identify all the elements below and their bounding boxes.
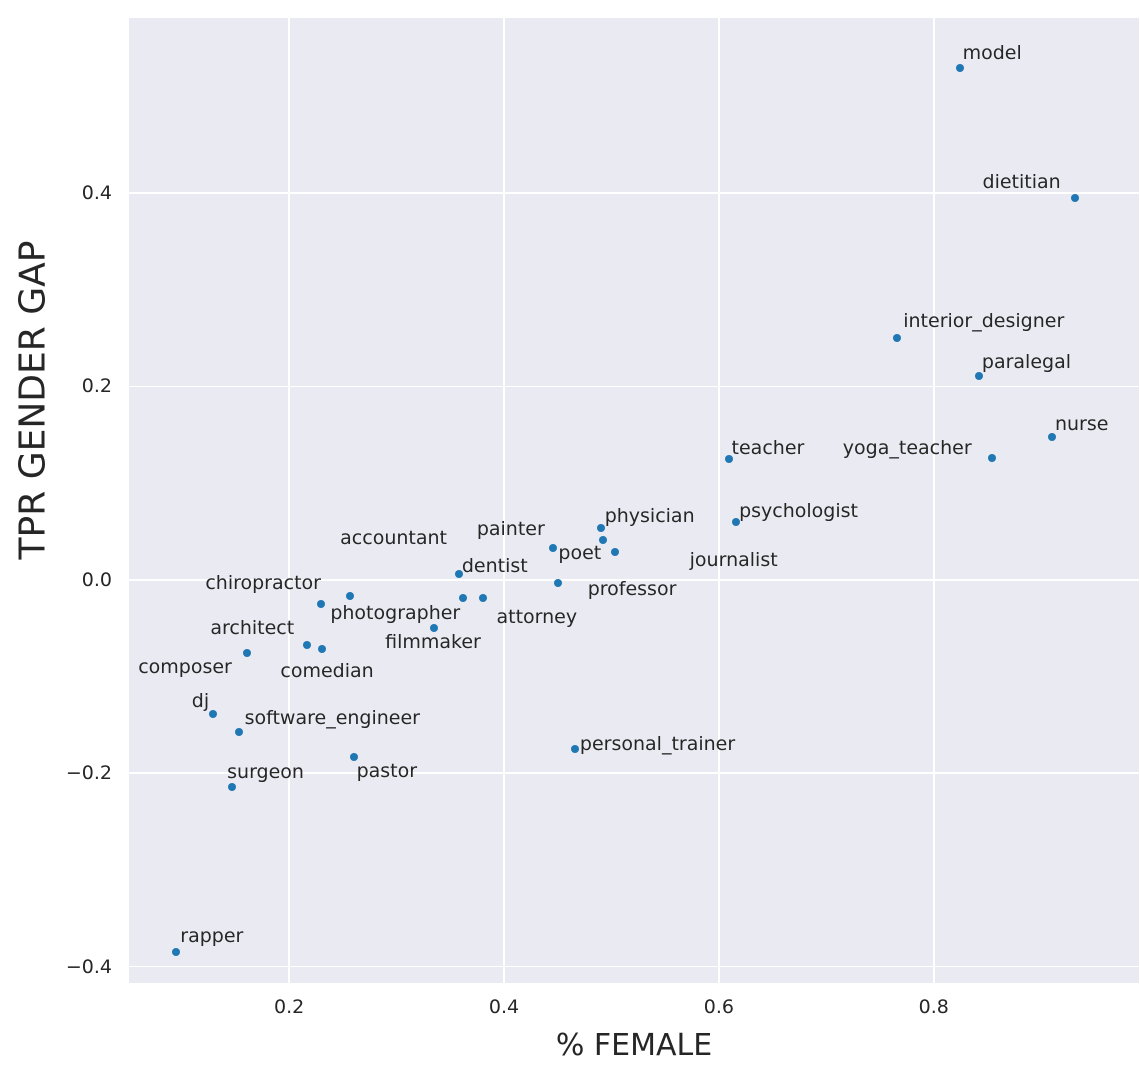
point-label: teacher [731, 436, 805, 459]
x-tick-label: 0.8 [918, 996, 949, 1018]
y-gridline [129, 772, 1139, 774]
data-point [1047, 432, 1056, 441]
data-point [987, 453, 996, 462]
point-label: yoga_teacher [842, 436, 972, 459]
point-label: journalist [689, 548, 778, 571]
data-point [303, 640, 312, 649]
data-point [596, 523, 605, 532]
data-point [732, 517, 741, 526]
point-label: paralegal [981, 350, 1071, 373]
data-point [459, 594, 468, 603]
data-point [349, 752, 358, 761]
point-label: interior_designer [903, 310, 1065, 333]
point-label: dietitian [982, 170, 1061, 193]
point-label: accountant [340, 527, 447, 550]
x-axis-label: % FEMALE [555, 1028, 713, 1063]
point-label: model [962, 42, 1022, 65]
data-point [454, 569, 463, 578]
y-gridline [129, 579, 1139, 581]
point-label: comedian [280, 660, 374, 683]
data-point [893, 334, 902, 343]
y-axis-label: TPR GENDER GAP [12, 240, 54, 560]
point-label: software_engineer [244, 706, 420, 729]
data-point [553, 578, 562, 587]
point-label: filmmaker [385, 631, 481, 654]
y-tick-label: −0.4 [65, 955, 112, 978]
data-point [610, 547, 619, 556]
point-label: dentist [461, 554, 528, 577]
point-label: photographer [330, 601, 461, 624]
point-label: chiropractor [205, 572, 321, 595]
y-gridline [129, 192, 1139, 194]
x-gridline [503, 18, 505, 983]
data-point [724, 454, 733, 463]
point-label: professor [587, 577, 677, 600]
point-label: psychologist [739, 499, 858, 522]
point-label: surgeon [227, 760, 304, 783]
data-point [974, 371, 983, 380]
point-label: dj [191, 690, 210, 713]
data-point [318, 645, 327, 654]
data-point [955, 64, 964, 73]
x-gridline [933, 18, 935, 983]
data-point [228, 782, 237, 791]
x-tick-label: 0.6 [703, 996, 734, 1018]
data-point [598, 536, 607, 545]
plot-area [129, 18, 1139, 983]
data-point [549, 543, 558, 552]
point-label: architect [210, 616, 295, 639]
y-tick-label: 0.0 [81, 568, 112, 591]
data-point [243, 649, 252, 658]
y-gridline [129, 965, 1139, 968]
point-label: rapper [180, 925, 244, 948]
point-label: poet [558, 541, 602, 564]
data-point [346, 592, 355, 601]
point-label: physician [604, 504, 695, 527]
point-label: attorney [496, 606, 578, 629]
data-point [1070, 193, 1079, 202]
data-point [478, 594, 487, 603]
data-point [430, 624, 439, 633]
data-point [172, 948, 181, 957]
point-label: composer [138, 656, 232, 679]
y-gridline [129, 385, 1139, 388]
y-tick-label: 0.4 [81, 182, 112, 204]
y-tick-label: −0.2 [65, 762, 112, 785]
data-point [570, 745, 579, 753]
data-point [208, 710, 217, 719]
x-tick-label: 0.4 [488, 996, 520, 1018]
x-gridline [288, 18, 290, 983]
y-tick-label: 0.2 [81, 375, 112, 398]
data-point [234, 727, 243, 736]
point-label: pastor [356, 759, 418, 782]
data-point [317, 599, 326, 608]
point-label: personal_trainer [579, 733, 736, 755]
x-tick-label: 0.2 [273, 996, 305, 1018]
x-gridline [718, 18, 720, 983]
point-label: nurse [1054, 412, 1109, 435]
point-label: painter [476, 518, 545, 541]
